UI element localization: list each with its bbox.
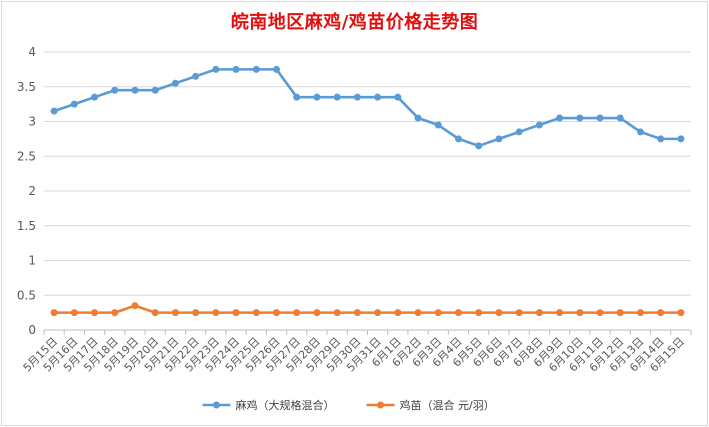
data-point xyxy=(616,114,624,122)
data-point xyxy=(273,309,281,317)
data-point xyxy=(333,93,341,101)
data-point xyxy=(677,309,685,317)
y-tick-label: 0 xyxy=(28,323,36,337)
gridlines xyxy=(44,51,691,331)
data-point xyxy=(535,309,543,317)
data-point xyxy=(576,309,584,317)
y-tick-label: 3 xyxy=(28,115,36,129)
data-point xyxy=(657,309,665,317)
chart-title: 皖南地区麻鸡/鸡苗价格走势图 xyxy=(230,12,479,33)
series-layer xyxy=(50,65,685,317)
data-point xyxy=(232,309,240,317)
data-point xyxy=(91,93,99,101)
y-tick-label: 3.5 xyxy=(17,80,36,94)
y-tick-label: 1 xyxy=(28,254,36,268)
data-point xyxy=(556,309,564,317)
y-tick-label: 0.5 xyxy=(17,288,36,302)
series-2 xyxy=(50,302,685,317)
data-point xyxy=(475,309,483,317)
data-point xyxy=(111,86,119,94)
data-point xyxy=(374,93,382,101)
data-point xyxy=(50,107,58,115)
data-point xyxy=(515,309,523,317)
data-point xyxy=(70,100,78,108)
data-point xyxy=(293,309,301,317)
y-axis: 0 0.5 1 1.5 2 2.5 3 3.5 4 xyxy=(17,45,36,337)
data-point xyxy=(273,65,281,73)
legend-label: 麻鸡（大规格混合） xyxy=(236,398,335,412)
y-tick-label: 4 xyxy=(28,45,36,59)
data-point xyxy=(212,65,220,73)
data-point xyxy=(434,121,442,129)
data-point xyxy=(252,65,260,73)
data-point xyxy=(576,114,584,122)
legend-label: 鸡苗（混合 元/羽） xyxy=(400,398,495,412)
data-point xyxy=(475,142,483,150)
x-axis: 5月15日5月16日5月17日5月18日5月19日5月20日5月21日5月22日… xyxy=(21,330,692,375)
data-point xyxy=(232,65,240,73)
data-point xyxy=(293,93,301,101)
data-point xyxy=(131,86,139,94)
series-line xyxy=(52,68,683,148)
data-point xyxy=(313,93,321,101)
data-point xyxy=(495,309,503,317)
legend-marker xyxy=(377,401,384,409)
data-point xyxy=(636,309,644,317)
data-point xyxy=(171,309,179,317)
data-point xyxy=(657,135,665,143)
legend-marker xyxy=(213,401,220,409)
y-tick-label: 2 xyxy=(28,184,36,198)
data-point xyxy=(313,309,321,317)
data-point xyxy=(515,128,523,136)
data-point xyxy=(374,309,382,317)
data-point xyxy=(151,309,159,317)
legend-item: 鸡苗（混合 元/羽） xyxy=(366,398,495,412)
data-point xyxy=(131,302,139,310)
data-point xyxy=(677,135,685,143)
data-point xyxy=(252,309,260,317)
data-point xyxy=(171,79,179,87)
legend-item: 麻鸡（大规格混合） xyxy=(202,398,335,412)
data-point xyxy=(636,128,644,136)
data-point xyxy=(50,309,58,317)
series-line xyxy=(52,304,683,314)
data-point xyxy=(151,86,159,94)
data-point xyxy=(414,309,422,317)
data-point xyxy=(454,309,462,317)
y-tick-label: 1.5 xyxy=(17,219,36,233)
y-tick-label: 2.5 xyxy=(17,149,36,163)
data-point xyxy=(111,309,119,317)
data-point xyxy=(414,114,422,122)
data-point xyxy=(495,135,503,143)
data-point xyxy=(91,309,99,317)
data-point xyxy=(556,114,564,122)
data-point xyxy=(394,309,402,317)
data-point xyxy=(596,114,604,122)
series-1 xyxy=(50,65,685,150)
data-point xyxy=(192,309,200,317)
legend: 麻鸡（大规格混合） 鸡苗（混合 元/羽） xyxy=(202,398,495,412)
data-point xyxy=(454,135,462,143)
data-point xyxy=(333,309,341,317)
data-point xyxy=(535,121,543,129)
data-point xyxy=(394,93,402,101)
data-point xyxy=(434,309,442,317)
data-point xyxy=(70,309,78,317)
data-point xyxy=(596,309,604,317)
data-point xyxy=(192,72,200,80)
data-point xyxy=(212,309,220,317)
data-point xyxy=(353,309,361,317)
data-point xyxy=(616,309,624,317)
data-point xyxy=(353,93,361,101)
